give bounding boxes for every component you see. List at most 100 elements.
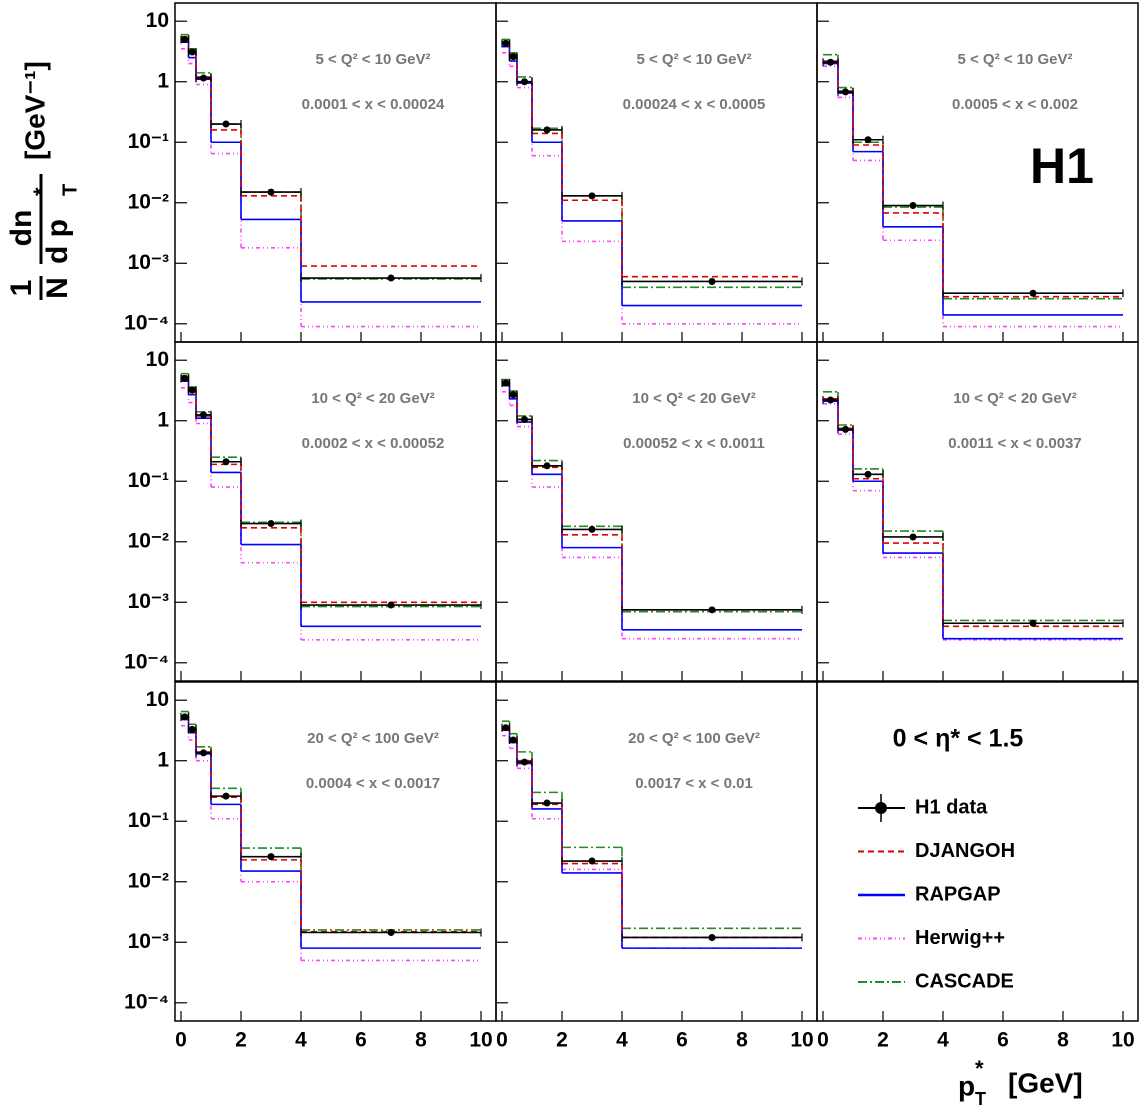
data-point (267, 853, 275, 861)
y-tick-label: 10⁻¹ (128, 130, 169, 153)
data-point (222, 120, 230, 128)
x-label-part: p (958, 1070, 975, 1101)
data-point (509, 736, 517, 744)
x-tick-label: 10 (790, 1029, 813, 1052)
data-point (864, 136, 872, 144)
y-tick-label: 10⁻² (128, 529, 169, 552)
data-point (909, 533, 917, 541)
data-point (909, 202, 917, 210)
x-tick-label: 8 (415, 1029, 427, 1052)
data-point (708, 606, 716, 614)
y-label-part: dn (5, 210, 38, 247)
x-tick-label: 6 (676, 1029, 688, 1052)
data-point (502, 724, 510, 732)
x-tick-label: 0 (175, 1029, 187, 1052)
data-point (181, 713, 189, 721)
y-tick-label: 10⁻⁴ (124, 650, 169, 673)
x-tick-label: 4 (295, 1029, 307, 1052)
data-point (200, 749, 207, 757)
legend-label: DJANGOH (915, 840, 1015, 862)
data-point (543, 799, 551, 807)
data-point (181, 35, 189, 43)
x-label-part: * (975, 1056, 984, 1081)
y-tick-label: 1 (157, 408, 169, 431)
panel-annotation: 10 < Q² < 20 GeV² (953, 390, 1076, 407)
x-tick-label: 10 (1111, 1029, 1134, 1052)
x-tick-label: 2 (556, 1029, 568, 1052)
data-point (708, 277, 716, 285)
x-tick-label: 6 (997, 1029, 1009, 1052)
x-tick-label: 4 (937, 1029, 949, 1052)
panel-annotation: 10 < Q² < 20 GeV² (632, 390, 755, 407)
x-tick-label: 6 (355, 1029, 367, 1052)
y-label-part: 1 (5, 280, 38, 297)
data-point (864, 470, 872, 478)
data-point (708, 933, 716, 941)
x-label-part: [GeV] (1008, 1067, 1083, 1098)
data-point (387, 929, 395, 937)
y-tick-label: 10⁻² (128, 190, 169, 213)
y-tick-label: 10⁻³ (128, 930, 169, 953)
x-tick-label: 2 (877, 1029, 889, 1052)
panel-annotation: 0.00024 < x < 0.0005 (623, 96, 766, 113)
x-tick-label: 2 (235, 1029, 247, 1052)
data-point (188, 386, 196, 394)
data-point (387, 274, 395, 282)
legend-label: RAPGAP (915, 883, 1001, 905)
y-tick-label: 1 (157, 69, 169, 92)
legend-label: Herwig++ (915, 927, 1005, 949)
x-label-part: T (975, 1089, 986, 1109)
panel-annotation: 0.0005 < x < 0.002 (952, 96, 1078, 113)
panel-annotation: 10 < Q² < 20 GeV² (311, 390, 434, 407)
data-point (222, 458, 230, 466)
y-tick-label: 10 (146, 9, 169, 32)
panel-annotation: 5 < Q² < 10 GeV² (957, 51, 1072, 68)
panel-annotation: 5 < Q² < 10 GeV² (315, 51, 430, 68)
x-tick-label: 8 (1057, 1029, 1069, 1052)
data-point (1029, 289, 1037, 297)
y-tick-label: 10⁻³ (128, 590, 169, 613)
x-tick-label: 8 (736, 1029, 748, 1052)
panel-annotation: 20 < Q² < 100 GeV² (307, 730, 439, 747)
x-tick-label: 4 (616, 1029, 628, 1052)
y-label-part: [GeV⁻¹] (19, 61, 50, 160)
data-point (181, 374, 189, 382)
y-label-part: d p (41, 219, 74, 264)
y-tick-label: 10⁻⁴ (124, 990, 169, 1013)
x-tick-label: 10 (469, 1029, 492, 1052)
panel-frame (816, 681, 1139, 1022)
x-tick-label: 0 (817, 1029, 829, 1052)
panel-frame (816, 341, 1139, 682)
data-point (267, 188, 275, 196)
panel-annotation: 0.00052 < x < 0.0011 (623, 435, 765, 452)
data-point (502, 379, 510, 387)
y-tick-label: 10⁻² (128, 869, 169, 892)
data-point (502, 39, 510, 47)
data-point (827, 396, 834, 404)
y-tick-label: 10⁻³ (128, 251, 169, 274)
panel-annotation: 0.0002 < x < 0.00052 (302, 435, 445, 452)
data-point (521, 415, 528, 423)
data-point (200, 411, 207, 419)
data-point (521, 78, 528, 86)
y-tick-label: 1 (157, 748, 169, 771)
data-point (588, 525, 596, 533)
data-point (1029, 619, 1037, 627)
y-label-part: T (59, 184, 81, 196)
data-point (200, 74, 207, 82)
y-tick-label: 10⁻⁴ (124, 311, 169, 334)
y-tick-label: 10⁻¹ (128, 809, 169, 832)
y-axis-title: 1 N dn d p T * [GeV⁻¹] (5, 61, 81, 300)
data-point (188, 725, 196, 733)
panel-annotation: 20 < Q² < 100 GeV² (628, 730, 760, 747)
panel-annotation: 5 < Q² < 10 GeV² (636, 51, 751, 68)
data-point (842, 425, 849, 433)
data-point (827, 58, 834, 66)
x-tick-label: 0 (496, 1029, 508, 1052)
y-label-part: N (41, 277, 74, 299)
panel-annotation: 0.0004 < x < 0.0017 (306, 775, 440, 792)
data-point (588, 192, 596, 200)
panel-annotation: 0.0001 < x < 0.00024 (302, 96, 445, 113)
legend-label: H1 data (915, 796, 988, 818)
